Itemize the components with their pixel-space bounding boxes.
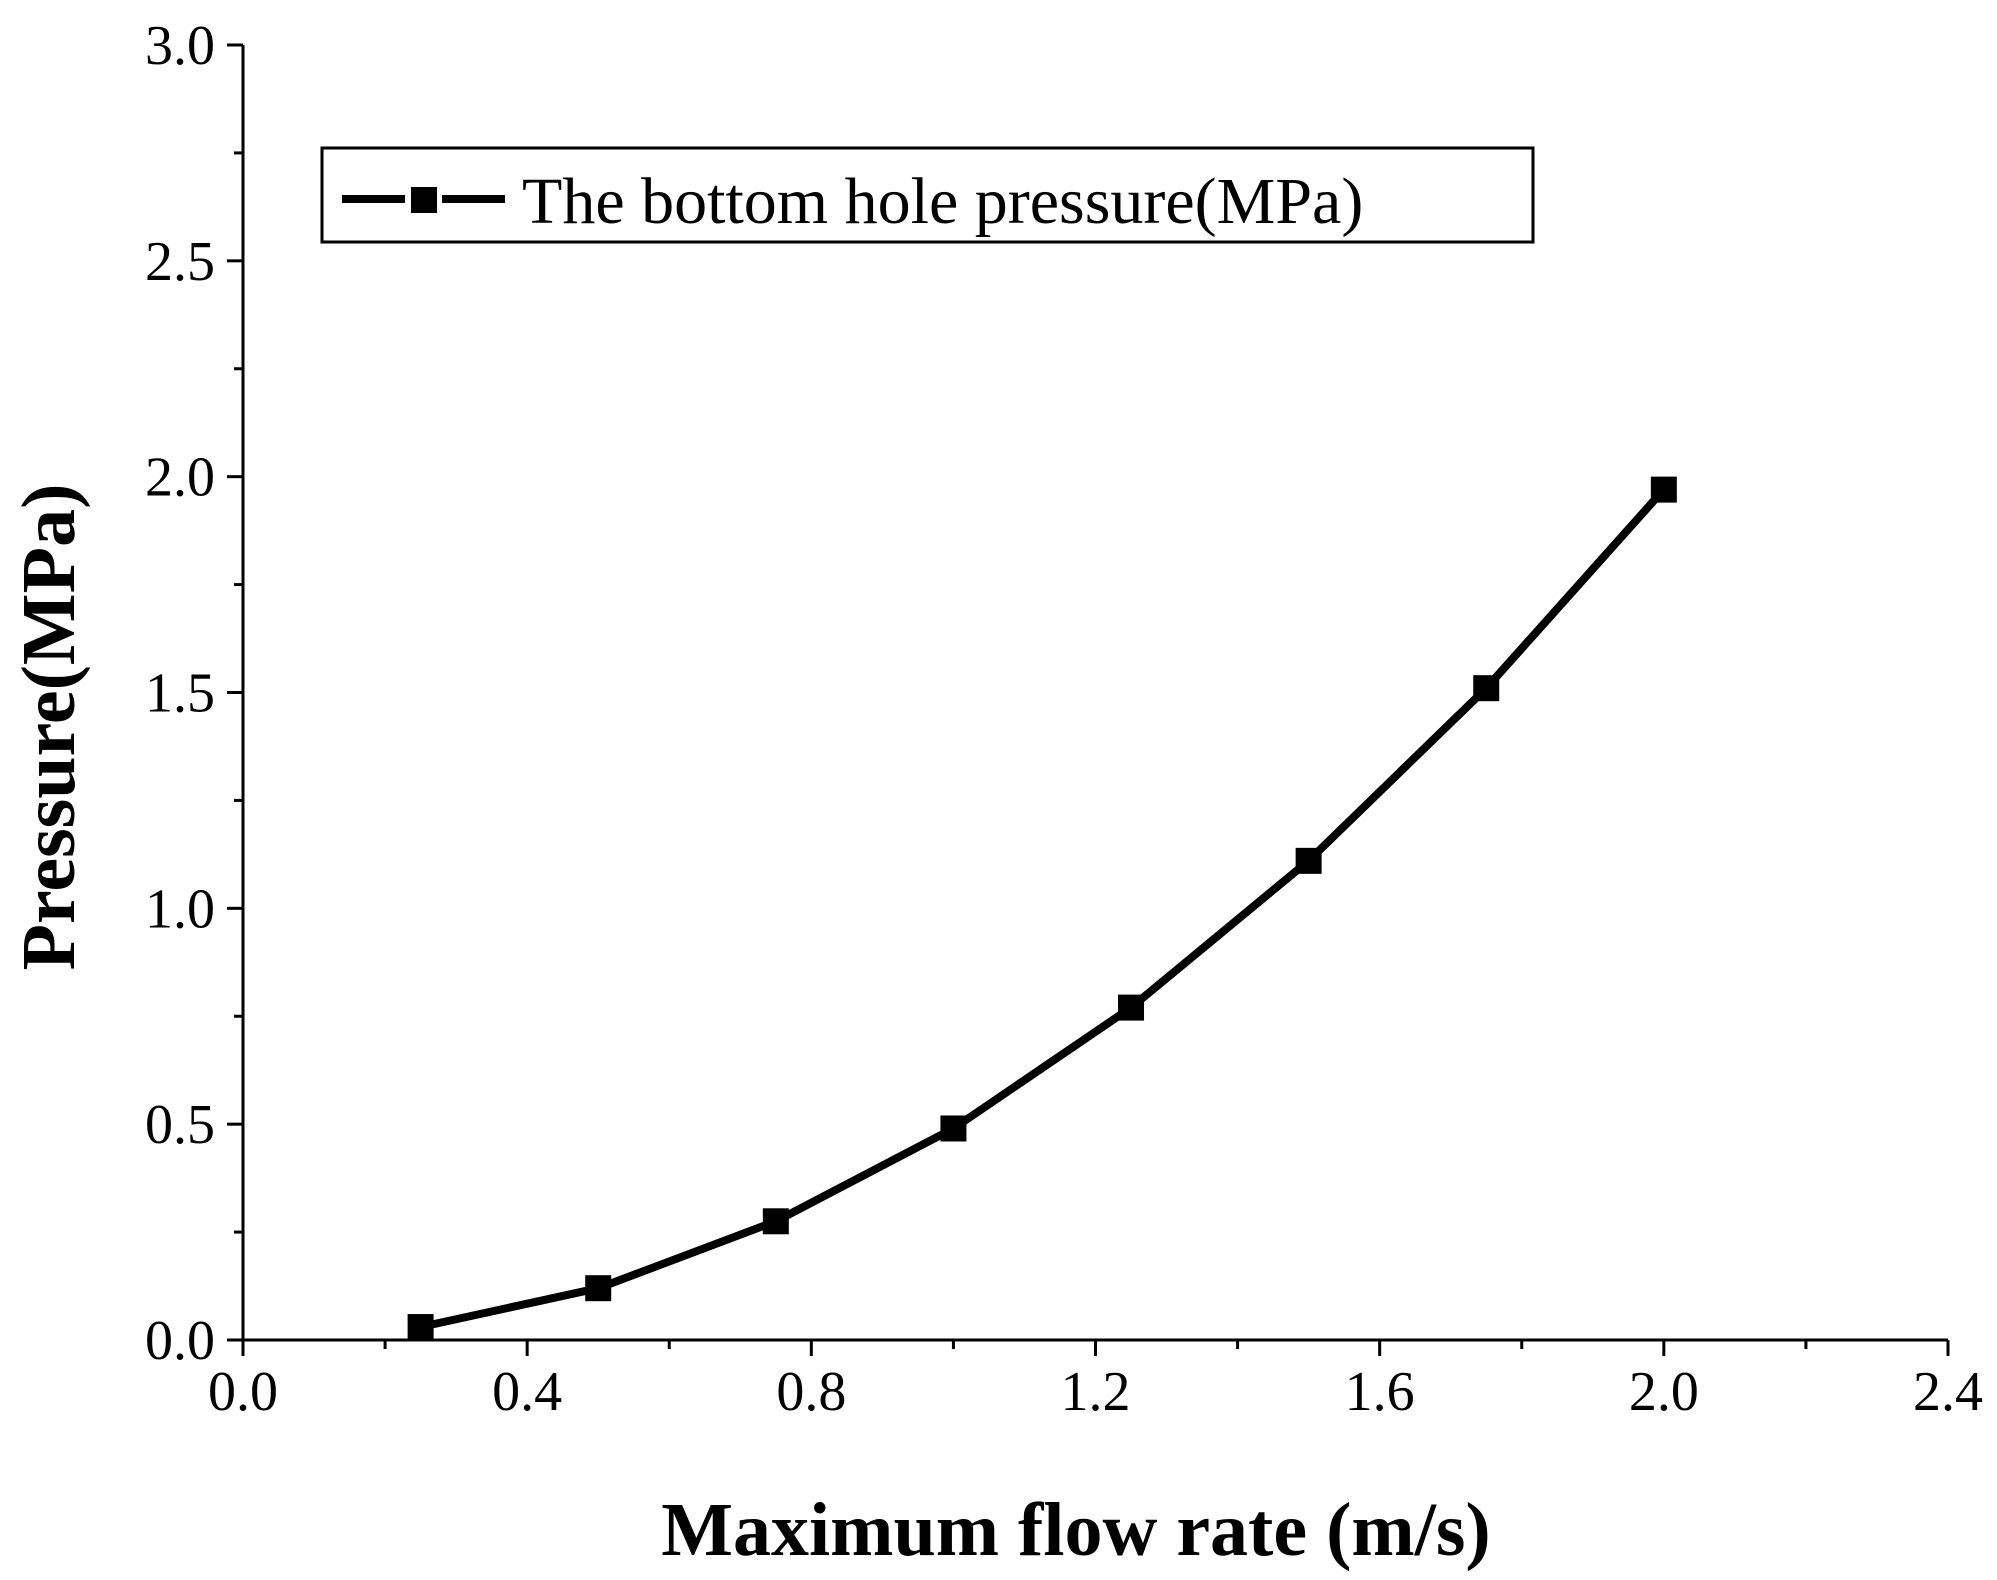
y-tick-label: 3.0	[145, 15, 215, 77]
legend-box	[320, 146, 1535, 244]
x-tick-label: 0.0	[208, 1361, 278, 1423]
data-point-marker	[1650, 476, 1677, 503]
x-tick-label: 0.8	[776, 1361, 846, 1423]
legend-label: The bottom hole pressure(MPa)	[522, 165, 1363, 238]
data-point-marker	[1473, 675, 1500, 702]
x-tick-label: 0.4	[492, 1361, 562, 1423]
data-point-marker	[940, 1115, 967, 1142]
x-tick-label: 2.4	[1913, 1361, 1983, 1423]
plot-area	[407, 476, 1677, 1341]
data-point-marker	[762, 1208, 789, 1235]
legend: The bottom hole pressure(MPa)	[320, 146, 1535, 244]
x-tick-label: 1.2	[1061, 1361, 1131, 1423]
data-point-marker	[585, 1275, 612, 1302]
data-point-marker	[407, 1314, 434, 1341]
data-point-marker	[1118, 994, 1145, 1021]
y-axis-title: Pressure(MPa)	[7, 484, 91, 971]
y-tick-label: 0.5	[145, 1094, 215, 1156]
x-tick-label: 2.0	[1629, 1361, 1699, 1423]
y-tick-label: 1.5	[145, 663, 215, 725]
y-tick-label: 0.0	[145, 1310, 215, 1372]
x-tick-label: 1.6	[1345, 1361, 1415, 1423]
axes: 0.0 0.4 0.8 1.2 1.6 2.0 2.4 0.0 0.5 1.0 1.5 2.0 2.5 3…	[145, 15, 1983, 1423]
y-tick-label: 2.5	[145, 231, 215, 293]
data-point-marker	[1295, 847, 1322, 874]
x-axis-title: Maximum flow rate (m/s)	[661, 1488, 1490, 1572]
y-tick-label: 2.0	[145, 447, 215, 509]
series-line	[416, 485, 1668, 1331]
legend-marker	[411, 187, 437, 213]
y-tick-label: 1.0	[145, 878, 215, 940]
